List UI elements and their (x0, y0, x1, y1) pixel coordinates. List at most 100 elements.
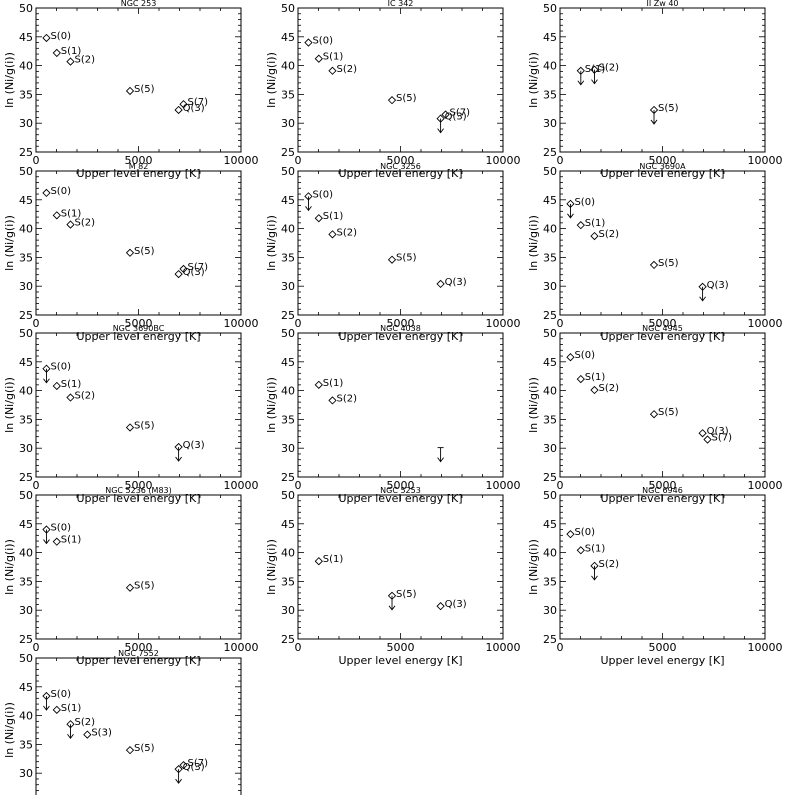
y-tick-label: 25 (543, 146, 557, 159)
data-point (576, 221, 585, 230)
chart-title: NGC 3690A (639, 162, 686, 171)
point-label: S(7) (450, 108, 471, 119)
point-label: S(1) (323, 52, 344, 63)
point-label: S(2) (598, 63, 619, 74)
point-label: S(5) (396, 93, 417, 104)
x-tick-label: 0 (295, 641, 302, 654)
x-tick-label: 10000 (748, 154, 783, 167)
x-tick-label: 0 (295, 154, 302, 167)
point-label: S(0) (50, 31, 71, 42)
y-tick-label: 40 (543, 60, 557, 73)
x-tick-label: 0 (557, 154, 564, 167)
point-label: S(5) (658, 407, 679, 418)
x-tick-label: 10000 (486, 154, 521, 167)
point-label: S(1) (61, 703, 82, 714)
data-point (174, 105, 183, 115)
point-label: S(0) (574, 350, 595, 361)
y-tick-label: 25 (543, 471, 557, 484)
point-label: Q(3) (183, 762, 205, 773)
point-label: S(5) (134, 246, 155, 257)
y-tick-label: 35 (19, 575, 33, 588)
data-point (314, 214, 323, 223)
y-tick-label: 30 (281, 604, 295, 617)
x-tick-label: 5000 (125, 154, 153, 167)
chart-title: NGC 5236 (M83) (105, 486, 172, 495)
y-axis-label: ln (Ni/g(i)) (527, 377, 540, 433)
y-tick-label: 45 (281, 356, 295, 369)
y-tick-label: 25 (19, 471, 33, 484)
point-label: S(1) (61, 46, 82, 57)
y-tick-label: 25 (19, 633, 33, 646)
point-label: S(0) (574, 527, 595, 538)
data-point (42, 188, 51, 198)
y-tick-label: 45 (19, 681, 33, 694)
chart-title: NGC 4945 (642, 324, 683, 333)
chart-panel: NGC 5253 25 30 35 40 45 50 0 5000 10000 Upper leve… (265, 486, 521, 667)
point-label: Q(3) (445, 277, 467, 288)
y-tick-label: 50 (19, 327, 33, 340)
point-label: S(0) (574, 197, 595, 208)
y-tick-label: 35 (19, 88, 33, 101)
point-label: Q(3) (707, 426, 729, 437)
y-tick-label: 35 (281, 251, 295, 264)
point-label: S(2) (336, 227, 357, 238)
point-label: S(1) (585, 64, 606, 75)
upper-limit-arrowhead (437, 457, 444, 463)
y-tick-label: 40 (543, 547, 557, 560)
chart-title: NGC 7552 (118, 649, 159, 658)
data-point (387, 96, 397, 105)
point-label: S(5) (134, 84, 155, 95)
data-point (125, 746, 135, 755)
plot-frame (297, 7, 504, 153)
point-label: Q(3) (183, 103, 205, 114)
y-tick-label: 50 (543, 2, 557, 15)
point-label: Q(3) (183, 440, 205, 451)
y-axis-label: ln (Ni/g(i)) (527, 539, 540, 595)
point-label: Q(3) (707, 280, 729, 291)
point-label: S(2) (74, 218, 95, 229)
y-tick-label: 40 (281, 547, 295, 560)
point-label: Q(3) (183, 267, 205, 278)
x-tick-label: 0 (33, 317, 40, 330)
y-axis-label: ln (Ni/g(i)) (3, 702, 16, 758)
y-tick-label: 45 (543, 31, 557, 44)
data-point (179, 760, 188, 770)
data-point (590, 385, 599, 395)
x-tick-label: 10000 (224, 317, 259, 330)
y-tick-label: 40 (19, 60, 33, 73)
data-point (314, 54, 323, 63)
point-label: S(7) (712, 433, 733, 444)
y-tick-label: 30 (543, 280, 557, 293)
y-tick-label: 50 (543, 327, 557, 340)
x-tick-label: 0 (295, 317, 302, 330)
upper-limit-arrowhead (437, 128, 444, 134)
y-tick-label: 50 (281, 165, 295, 178)
x-tick-label: 10000 (224, 479, 259, 492)
x-tick-label: 5000 (125, 479, 153, 492)
upper-limit-arrowhead (699, 296, 706, 302)
point-label: S(2) (336, 393, 357, 404)
point-label: S(1) (323, 378, 344, 389)
y-axis-label: ln (Ni/g(i)) (3, 377, 16, 433)
y-tick-label: 30 (19, 442, 33, 455)
point-label: S(2) (74, 391, 95, 402)
chart-title: II Zw 40 (646, 0, 678, 8)
x-tick-label: 5000 (125, 317, 153, 330)
chart-panel: NGC 6946 25 30 35 40 45 50 0 5000 10000 Upper leve… (527, 486, 783, 667)
point-label: S(2) (598, 559, 619, 570)
point-label: Q(3) (445, 599, 467, 610)
data-point (125, 86, 135, 96)
point-label: S(1) (61, 535, 82, 546)
plot-frame (35, 657, 242, 795)
point-label: S(2) (336, 64, 357, 75)
data-point (83, 730, 92, 739)
y-axis-label: ln (Ni/g(i)) (3, 52, 16, 108)
upper-limit-arrowhead (305, 206, 312, 212)
y-tick-label: 40 (19, 223, 33, 236)
data-point (649, 410, 659, 419)
y-tick-label: 45 (19, 356, 33, 369)
data-point (441, 110, 450, 119)
